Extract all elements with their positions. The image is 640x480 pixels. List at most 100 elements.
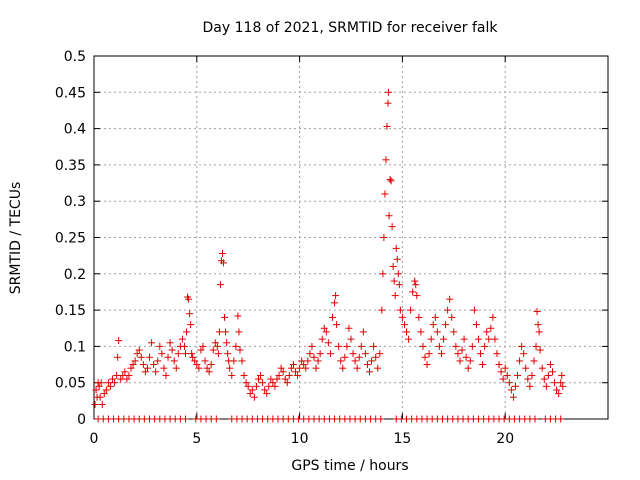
data-point <box>261 386 269 394</box>
data-point <box>372 353 380 361</box>
data-point <box>326 350 334 358</box>
data-point <box>531 415 539 423</box>
data-point <box>382 156 390 164</box>
data-point <box>509 393 517 401</box>
data-point <box>491 335 499 343</box>
data-point <box>431 313 439 321</box>
data-point <box>538 364 546 372</box>
x-tick-label: 0 <box>90 431 99 447</box>
data-point <box>483 328 491 336</box>
data-point <box>435 342 443 350</box>
data-point <box>442 321 450 329</box>
data-point <box>413 292 421 300</box>
data-point <box>464 364 472 372</box>
data-point <box>148 339 156 347</box>
data-point <box>518 342 526 350</box>
y-tick-label: 0.45 <box>55 85 86 101</box>
data-point <box>448 313 456 321</box>
data-point <box>511 382 519 390</box>
data-point <box>345 324 353 332</box>
data-point <box>133 350 141 358</box>
data-point <box>388 223 396 231</box>
data-point <box>474 335 482 343</box>
data-point <box>427 335 435 343</box>
x-tick-label: 15 <box>393 431 411 447</box>
data-point <box>394 270 402 278</box>
data-point <box>499 375 507 383</box>
data-point <box>393 255 401 263</box>
data-point <box>407 306 415 314</box>
data-point <box>91 400 99 408</box>
data-point <box>331 299 339 307</box>
data-point <box>139 361 147 369</box>
data-point <box>298 357 306 365</box>
data-point <box>395 281 403 289</box>
data-point <box>246 390 254 398</box>
data-point <box>213 342 221 350</box>
data-point <box>234 312 242 320</box>
data-point <box>174 350 182 358</box>
data-point <box>308 342 316 350</box>
axis-ticks: 0 0.05 0.1 0.15 0.2 0.25 0.3 0.35 0.4 0.45 0.5 0 5 10… <box>55 49 608 447</box>
data-point <box>306 350 314 358</box>
data-point <box>109 375 117 383</box>
data-point <box>96 393 104 401</box>
data-point <box>320 324 328 332</box>
data-point <box>507 386 515 394</box>
data-point <box>131 357 139 365</box>
y-axis-label: SRMTID / TECUs <box>8 182 24 295</box>
data-point <box>409 288 417 296</box>
data-point <box>201 357 209 365</box>
data-point <box>95 382 103 390</box>
data-point <box>254 375 262 383</box>
data-point <box>403 328 411 336</box>
data-point <box>236 346 244 354</box>
data-point <box>353 364 361 372</box>
data-point <box>224 350 232 358</box>
data-point <box>154 357 162 365</box>
data-point <box>199 342 207 350</box>
data-point <box>166 339 174 347</box>
x-tick-label: 5 <box>192 431 201 447</box>
data-point <box>289 361 297 369</box>
data-point <box>160 364 168 372</box>
data-point <box>379 270 387 278</box>
data-point <box>466 357 474 365</box>
data-point <box>534 321 542 329</box>
data-point <box>462 353 470 361</box>
data-point <box>454 350 462 358</box>
data-point <box>207 361 215 369</box>
data-point <box>106 382 114 390</box>
data-point <box>267 375 275 383</box>
data-point <box>135 346 143 354</box>
data-point <box>479 361 487 369</box>
grid-lines <box>94 56 608 419</box>
data-point <box>273 375 281 383</box>
data-point <box>384 88 392 96</box>
data-point <box>178 335 186 343</box>
data-point <box>162 371 170 379</box>
data-point <box>540 375 548 383</box>
data-point <box>349 350 357 358</box>
data-point <box>532 342 540 350</box>
data-point <box>384 99 392 107</box>
data-point <box>450 328 458 336</box>
data-point <box>452 342 460 350</box>
data-point <box>180 342 188 350</box>
data-point <box>378 306 386 314</box>
data-point <box>310 353 318 361</box>
data-point <box>235 328 243 336</box>
data-point <box>100 390 108 398</box>
data-point <box>530 357 538 365</box>
data-point <box>477 350 485 358</box>
y-tick-label: 0.2 <box>64 267 86 283</box>
data-point <box>279 368 287 376</box>
y-tick-label: 0.3 <box>64 194 86 210</box>
data-point <box>380 234 388 241</box>
data-point <box>514 371 522 379</box>
data-point <box>257 371 265 379</box>
data-point <box>97 379 105 387</box>
data-point <box>503 371 511 379</box>
data-point <box>296 364 304 372</box>
data-point <box>250 393 258 401</box>
